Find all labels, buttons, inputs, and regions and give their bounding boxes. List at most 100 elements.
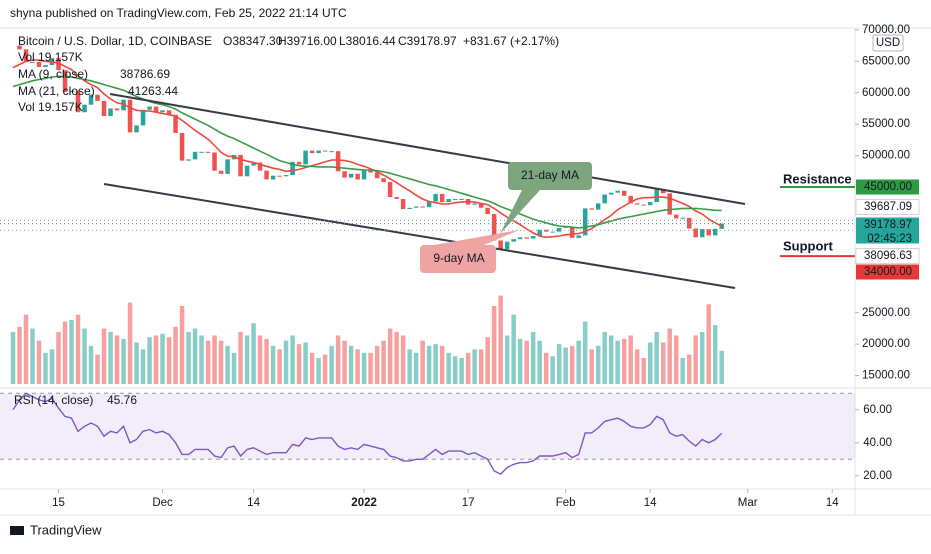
candle-body	[296, 161, 302, 165]
candle-body	[335, 151, 341, 172]
candle-body	[634, 203, 640, 205]
rsi-line	[12, 392, 723, 475]
candle-body	[654, 189, 659, 203]
legend-name: MA (21, close)	[18, 84, 95, 98]
currency-box[interactable]	[872, 34, 904, 52]
price-label: 45000.00	[864, 181, 912, 193]
candle-body	[75, 90, 81, 113]
logo: TradingView	[10, 522, 102, 537]
volume-bar	[348, 345, 354, 384]
x-tick-label: Feb	[556, 497, 576, 509]
volume-bar	[465, 352, 471, 384]
volume-bar	[108, 332, 113, 384]
candle-body	[270, 175, 276, 180]
candle-body	[576, 235, 581, 238]
volume-bar	[303, 342, 308, 384]
candle-body	[660, 189, 666, 194]
candle-body	[498, 240, 503, 250]
logo-icon	[10, 526, 24, 535]
volume-bar	[491, 306, 497, 384]
volume-bar	[355, 349, 360, 384]
volume-bar	[127, 302, 133, 384]
y-tick-label: 55000.00	[862, 118, 910, 130]
volume-bar	[433, 344, 438, 384]
candle-body	[491, 214, 497, 241]
volume-bar	[543, 352, 549, 384]
volume-bar	[602, 332, 607, 384]
x-tick-label: 17	[462, 497, 475, 509]
price-label-box	[855, 199, 920, 215]
candle-body	[199, 151, 204, 153]
volume-bar	[56, 332, 61, 384]
candle-body	[160, 110, 165, 113]
candle-body	[517, 237, 523, 240]
volume-bar	[75, 314, 81, 384]
candle-body	[43, 65, 48, 67]
volume-bar	[400, 335, 406, 384]
candle-body	[387, 181, 393, 198]
volume-bar	[244, 335, 250, 384]
publisher: shyna published on TradingView.com, Feb …	[10, 6, 347, 20]
symbol: Bitcoin / U.S. Dollar, 1D, COINBASE	[18, 34, 212, 48]
volume-bar	[537, 340, 542, 384]
volume-bar	[114, 335, 120, 384]
x-tick-label: 14	[644, 497, 657, 509]
candle-body	[244, 165, 250, 177]
rsi-tick-label: 60.00	[863, 404, 892, 416]
ohlc-value: H39716.00	[278, 34, 337, 48]
volume-bar	[459, 358, 464, 384]
volume-bar	[394, 332, 399, 384]
volume-bar	[368, 352, 373, 384]
candle-body	[101, 100, 107, 116]
currency[interactable]: USD	[876, 37, 900, 49]
volume-bar	[173, 326, 178, 384]
legend: Bitcoin / U.S. Dollar, 1D, COINBASE Vol …	[18, 34, 212, 114]
volume-bar	[335, 335, 341, 384]
candle-body	[257, 162, 263, 171]
volume-bar	[374, 345, 380, 384]
candle-body	[17, 45, 22, 50]
volume-bar	[563, 347, 568, 384]
volume-bar	[309, 352, 315, 384]
y-tick-label: 50000.00	[862, 150, 910, 162]
candle-body	[595, 203, 601, 210]
legend-name: MA (9, close)	[18, 67, 88, 81]
candle-body	[433, 193, 438, 202]
price-label: 39178.97	[864, 219, 912, 231]
volume-bar	[472, 349, 477, 384]
volume-bar	[504, 335, 510, 384]
candle-body	[667, 193, 672, 215]
volume-bar	[517, 338, 523, 384]
resistance-label: Resistance	[783, 171, 852, 186]
volume-bar	[264, 338, 269, 384]
channel-lower	[103, 183, 736, 289]
volume-bar	[452, 356, 458, 384]
candle-body	[524, 237, 529, 239]
volume-bar	[316, 358, 321, 384]
x-tick-label: 14	[826, 497, 839, 509]
countdown: 02:45:23	[867, 233, 912, 245]
volume-bar	[628, 335, 633, 384]
candle-body	[179, 132, 185, 161]
volume-bar	[270, 345, 276, 384]
y-tick-label: 15000.00	[862, 370, 910, 382]
candle-body	[485, 207, 490, 215]
candle-body	[426, 201, 432, 208]
volume-bar	[153, 335, 159, 384]
candle-body	[556, 227, 562, 232]
volume-bar	[673, 335, 679, 384]
volume-bar	[550, 356, 555, 384]
volume-bar	[238, 332, 243, 384]
volume-bar	[225, 345, 230, 384]
rsi-legend-name: RSI (14, close)	[14, 393, 93, 407]
volume-bar	[706, 304, 711, 384]
volume-bar	[49, 349, 55, 384]
volume-bar	[212, 335, 217, 384]
volume-bar	[485, 337, 490, 384]
callout-text: 21-day MA	[521, 168, 579, 182]
y-tick-label: 25000.00	[862, 307, 910, 319]
candle-body	[569, 226, 575, 238]
volume-bar	[595, 345, 601, 384]
candle-body	[322, 150, 328, 152]
candle-body	[309, 150, 315, 154]
